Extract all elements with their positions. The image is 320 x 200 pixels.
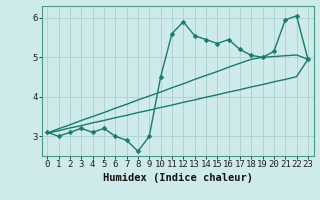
X-axis label: Humidex (Indice chaleur): Humidex (Indice chaleur): [103, 173, 252, 183]
